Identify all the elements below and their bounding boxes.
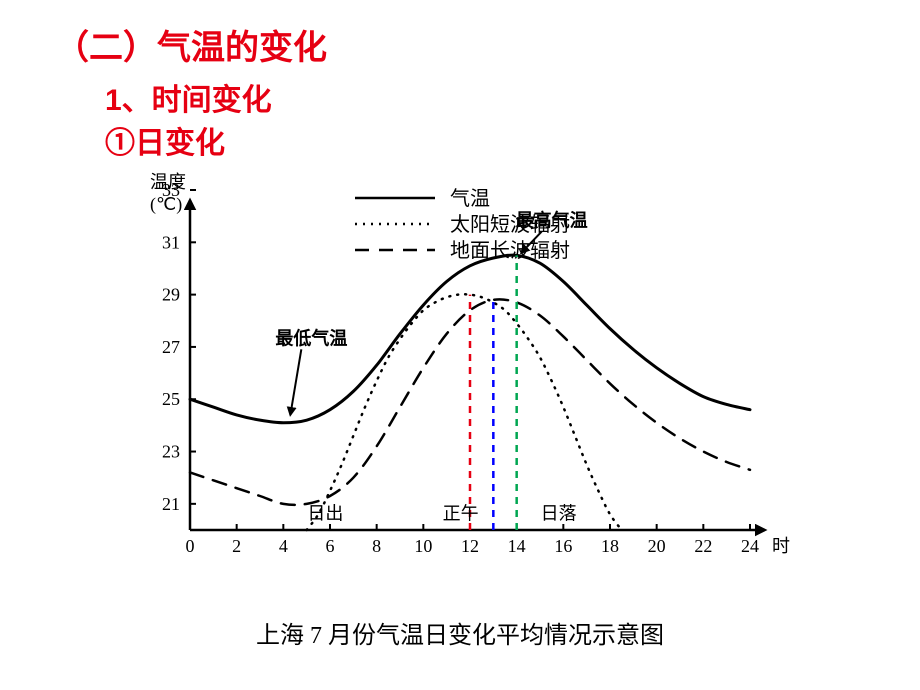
chart-caption: 上海 7 月份气温日变化平均情况示意图 bbox=[100, 615, 820, 650]
svg-text:日落: 日落 bbox=[541, 504, 577, 524]
svg-text:29: 29 bbox=[162, 285, 180, 305]
svg-text:2: 2 bbox=[232, 536, 241, 556]
heading-sub1: 1、时间变化 bbox=[105, 75, 272, 119]
svg-text:最高气温: 最高气温 bbox=[516, 210, 588, 231]
svg-text:33: 33 bbox=[162, 180, 180, 200]
chart: 温度(℃)21232527293133024681012141618202224… bbox=[100, 170, 820, 650]
svg-text:27: 27 bbox=[162, 337, 180, 357]
svg-text:22: 22 bbox=[694, 536, 712, 556]
svg-text:31: 31 bbox=[162, 232, 180, 252]
svg-text:最低气温: 最低气温 bbox=[275, 327, 347, 348]
svg-text:4: 4 bbox=[279, 536, 288, 556]
svg-text:16: 16 bbox=[554, 536, 572, 556]
svg-text:气温: 气温 bbox=[450, 187, 490, 210]
svg-text:6: 6 bbox=[326, 536, 335, 556]
heading-main: （二）气温的变化 bbox=[55, 20, 327, 69]
svg-text:时: 时 bbox=[772, 536, 790, 556]
svg-text:14: 14 bbox=[508, 536, 526, 556]
svg-text:10: 10 bbox=[414, 536, 432, 556]
svg-text:0: 0 bbox=[186, 536, 195, 556]
chart-svg: 温度(℃)21232527293133024681012141618202224… bbox=[100, 170, 820, 590]
svg-text:地面长波辐射: 地面长波辐射 bbox=[450, 239, 570, 262]
svg-text:12: 12 bbox=[461, 536, 479, 556]
svg-text:20: 20 bbox=[648, 536, 666, 556]
svg-text:日出: 日出 bbox=[307, 504, 343, 524]
svg-text:25: 25 bbox=[162, 389, 180, 409]
svg-text:18: 18 bbox=[601, 536, 619, 556]
svg-text:8: 8 bbox=[372, 536, 381, 556]
svg-text:23: 23 bbox=[162, 442, 180, 462]
svg-text:24: 24 bbox=[741, 536, 759, 556]
heading-sub2: ①日变化 bbox=[105, 118, 225, 162]
svg-text:正午: 正午 bbox=[443, 504, 479, 524]
svg-text:21: 21 bbox=[162, 494, 180, 514]
